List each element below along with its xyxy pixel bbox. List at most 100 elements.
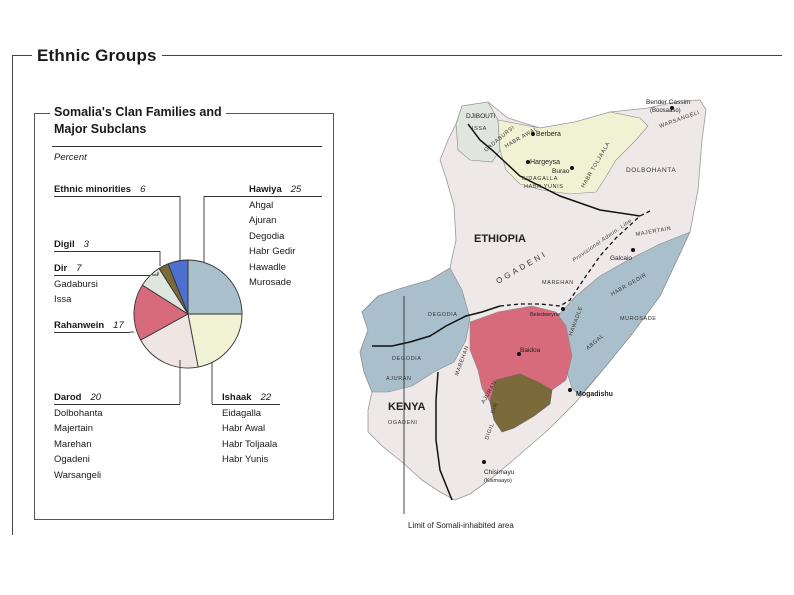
clan-label-habr-yunis: HABR YUNIS — [524, 184, 564, 190]
legend-darod: Darod 20 Dolbohanta Majertain Marehan Oga… — [54, 390, 103, 483]
legend-name: Digil — [54, 239, 75, 250]
label-bender-cassim: Bender Cassim — [646, 99, 690, 106]
boundary-line — [372, 305, 501, 347]
leader-underline — [54, 251, 160, 252]
subclan: Ahgal — [249, 199, 274, 211]
legend-dir: Dir 7 Gadabursi Issa — [54, 261, 98, 308]
subclan: Majertain — [54, 423, 94, 434]
subclan: Ogadeni — [54, 454, 90, 465]
label-ethiopia: ETHIOPIA — [474, 233, 526, 245]
city-dots — [482, 106, 674, 464]
subclan: Issa — [54, 294, 72, 305]
legend-pct: 3 — [83, 239, 89, 250]
label-kenya: KENYA — [388, 401, 426, 413]
clan-label-marehan: MAREHAN — [542, 280, 574, 286]
pie-slice-hawiya — [187, 259, 243, 315]
city-dot — [531, 132, 535, 136]
city-dot — [561, 307, 565, 311]
legend-ishaak: Ishaak 22 Eidagalla Habr Awal Habr Toljaa… — [222, 390, 277, 468]
pie-slice-rahanwein — [133, 284, 189, 341]
clan-label-dolbohanta: DOLBOHANTA — [626, 167, 676, 174]
legend-pct: 6 — [140, 184, 146, 195]
leader-underline — [54, 275, 152, 276]
subclan: Dolbohanta — [54, 407, 103, 419]
legend-name: Hawiya — [249, 184, 282, 195]
ishaak-region — [497, 111, 649, 195]
chart-title: Somalia's Clan Families and Major Subcla… — [50, 104, 226, 138]
international-boundaries — [372, 123, 641, 501]
clan-label-dir: DIR — [490, 402, 499, 415]
city-dot — [631, 248, 635, 252]
clan-label-degodia-north: DEGODIA — [428, 312, 458, 318]
leader-underline — [212, 404, 280, 405]
label-berbera: Berbera — [536, 131, 561, 138]
clan-label-digil: DIGIL — [484, 422, 496, 440]
legend-pct: 7 — [76, 263, 82, 274]
city-dot — [526, 160, 530, 164]
clan-label-murosade: MUROSADE — [620, 316, 657, 322]
subclan: Hawadle — [249, 261, 286, 273]
label-chisimayu: Chisimayu — [484, 469, 515, 476]
frame-top-rule — [12, 55, 782, 56]
legend-name: Ethnic minorities — [54, 184, 132, 195]
clan-label-degodia-south: DEGODIA — [392, 356, 422, 362]
legend-digil: Digil 3 — [54, 237, 89, 253]
legend-pct: 17 — [113, 320, 124, 331]
city-dot — [570, 166, 574, 170]
frame-left-rule — [12, 55, 13, 535]
leader-underline — [204, 196, 322, 197]
label-kismaayo: (Kismaayo) — [484, 478, 512, 484]
subclan: Ajuran — [249, 215, 277, 226]
unit-label: Percent — [54, 152, 87, 163]
legend-name: Darod — [54, 392, 82, 403]
clan-label-ajuran: AJURAN — [386, 376, 412, 382]
subclan: Habr Yunis — [222, 454, 269, 465]
legend-pct: 20 — [90, 392, 102, 403]
clan-label-issa: ISSA — [472, 126, 487, 132]
subclan: Marehan — [54, 438, 92, 450]
note-limit: Limit of Somali-inhabited area — [408, 521, 514, 530]
legend-pct: 25 — [290, 184, 302, 195]
city-dot — [482, 460, 486, 464]
leader-underline — [54, 332, 130, 333]
legend-pct: 22 — [260, 392, 272, 403]
legend-name: Ishaak — [222, 392, 252, 403]
legend-name: Rahanwein — [54, 320, 105, 331]
leader-line — [152, 272, 159, 276]
boundary-line — [467, 123, 641, 217]
hawiya-region-west — [359, 267, 471, 393]
pie-slice-ishaak — [187, 313, 243, 368]
legend-name: Dir — [54, 263, 68, 274]
subclan: Habr Awal — [222, 423, 266, 434]
digil-region — [489, 373, 553, 433]
subclan: Habr Gedir — [249, 246, 296, 257]
pie-slice-ethnic-minorities — [167, 259, 189, 315]
label-djibouti: DJIBOUTI — [466, 113, 496, 120]
page-title: Ethnic Groups — [32, 46, 162, 66]
label-galcaio: Galcaio — [610, 255, 632, 262]
subclan: Habr Toljaala — [222, 438, 278, 450]
label-hargeysa: Hargeysa — [530, 159, 560, 166]
city-dot — [568, 388, 572, 392]
label-beledweyne: Beledweyne — [530, 312, 560, 318]
subclan: Gadabursi — [54, 278, 98, 290]
legend-hawiya: Hawiya 25 Ahgal Ajuran Degodia Habr Gedir… — [249, 182, 301, 291]
clan-label-ogadeni-kenya: OGADENI — [388, 420, 418, 426]
subclan: Degodia — [249, 230, 285, 242]
label-baidoa: Baidoa — [520, 347, 541, 354]
city-dot — [517, 352, 521, 356]
legend-rahanwein: Rahanwein 17 — [54, 318, 124, 334]
leader-underline — [54, 404, 180, 405]
leader-underline — [54, 196, 180, 197]
label-boosaaso: (Boosaaso) — [650, 108, 681, 114]
subclan: Murosade — [249, 277, 292, 288]
label-mogadishu: Mogadishu — [576, 391, 613, 398]
clan-label-eidagalla: EIDAGALLA — [522, 176, 558, 182]
subclan: Eidagalla — [222, 407, 262, 419]
pie-slice-darod — [140, 313, 199, 369]
subclan: Warsangeli — [54, 469, 102, 481]
city-dot — [670, 106, 674, 110]
chart-title-rule — [52, 146, 322, 147]
